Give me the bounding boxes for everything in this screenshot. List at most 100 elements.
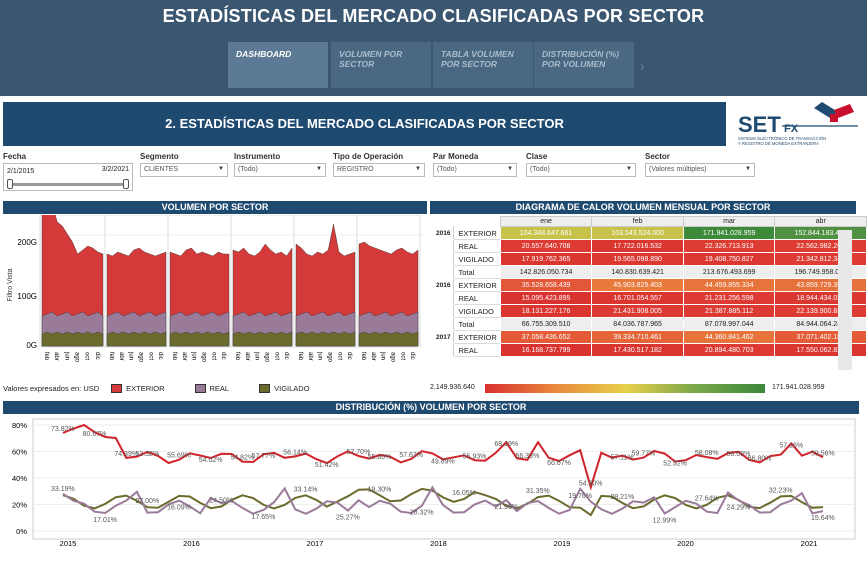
month-tick: feb — [234, 352, 240, 361]
tab-tabla-volumen[interactable]: TABLA VOLUMEN POR SECTOR — [433, 42, 533, 88]
month-tick: jun — [254, 351, 260, 360]
par-moneda-select[interactable]: (Todo) ▼ — [433, 163, 517, 177]
heatmap-cell[interactable]: 21.387.885.112 — [682, 304, 776, 318]
tab-distribucion[interactable]: DISTRIBUCIÓN (%) POR VOLUMEN — [534, 42, 634, 88]
instrumento-select[interactable]: (Todo) ▼ — [234, 163, 326, 177]
area-vigilado[interactable] — [106, 331, 167, 347]
tipo-value: REGISTRO — [337, 166, 374, 173]
chevron-right-icon[interactable]: › — [640, 58, 645, 74]
month-tick: abr — [181, 352, 187, 361]
heatmap-cell[interactable]: 43.859.729.391 — [774, 278, 867, 292]
heatmap-cell[interactable]: 22.139.900.831 — [774, 304, 867, 318]
heatmap-cell[interactable]: 19.565.098.890 — [591, 252, 684, 266]
heatmap-segment: EXTERIOR — [453, 226, 501, 240]
heatmap-cell[interactable]: 84.944.064.246 — [774, 317, 867, 331]
heatmap-cell[interactable]: 140.830.639.421 — [591, 265, 684, 279]
heatmap-segment: REAL — [453, 291, 501, 305]
heatmap-cell[interactable]: 17.919.762.365 — [499, 252, 593, 266]
tab-volumen-por-sector[interactable]: VOLUMEN POR SECTOR — [331, 42, 431, 88]
label-exterior: 68.19% — [494, 441, 518, 448]
heatmap-cell[interactable]: 20.894.480.703 — [682, 343, 776, 357]
heatmap-cell[interactable]: 44.459.855.334 — [682, 278, 776, 292]
heatmap-cell[interactable]: 196.749.958.022 — [774, 265, 867, 279]
heatmap-cell[interactable]: 152.844.183.407 — [774, 226, 867, 240]
heatmap-cell[interactable]: 22.562.982.267 — [774, 239, 867, 253]
legend-exterior[interactable]: EXTERIOR — [126, 384, 165, 393]
heatmap-cell[interactable]: 44.360.841.462 — [682, 330, 776, 344]
clase-value: (Todo) — [530, 166, 550, 173]
legend-vigilado[interactable]: VIGILADO — [274, 384, 310, 393]
label-exterior: 73.82% — [51, 426, 75, 433]
heatmap-scrollbar[interactable] — [838, 230, 852, 370]
heat-legend-gradient — [485, 384, 765, 393]
segmento-select[interactable]: CLIENTES ▼ — [140, 163, 228, 177]
month-tick: abr — [307, 352, 313, 361]
label-other: 24.50% — [209, 498, 233, 505]
label-other: 19.30% — [368, 486, 392, 493]
label-other: 12.99% — [653, 518, 677, 525]
date-slider-end-handle[interactable] — [123, 179, 129, 189]
line-exterior[interactable] — [62, 423, 824, 491]
heatmap-cell[interactable]: 17.722.016.532 — [591, 239, 684, 253]
tipo-operacion-select[interactable]: REGISTRO ▼ — [333, 163, 425, 177]
heatmap-cell[interactable]: 17.430.517.182 — [591, 343, 684, 357]
heatmap-cell[interactable]: 104.348.647.661 — [499, 226, 593, 240]
heatmap-cell[interactable]: 17.550.062.828 — [774, 343, 867, 357]
distribucion-chart: 80% 60% 40% 20% 0% 73.82% 80.67% 74.39%53.32% 5… — [12, 418, 856, 548]
heatmap-segment: VIGILADO — [453, 304, 501, 318]
date-slider-track[interactable] — [10, 183, 126, 186]
heatmap-year — [431, 343, 455, 357]
heatmap-cell[interactable]: 21.342.812.348 — [774, 252, 867, 266]
line-vigilado[interactable] — [62, 487, 824, 517]
heatmap-cell[interactable]: 18.944.434.024 — [774, 291, 867, 305]
label-other: 31.35% — [526, 488, 550, 495]
heatmap-cell[interactable]: 37.071.402.186 — [774, 330, 867, 344]
area-exterior[interactable] — [41, 215, 104, 347]
clase-select[interactable]: (Todo) ▼ — [526, 163, 636, 177]
heatmap-cell[interactable]: 37.058.436.652 — [499, 330, 593, 344]
label-exterior: 59.77% — [632, 451, 656, 458]
heatmap-cell[interactable]: 16.701.054.557 — [591, 291, 684, 305]
heatmap-cell[interactable]: 18.131.227.176 — [499, 304, 593, 318]
heatmap-cell[interactable]: 16.168.737.799 — [499, 343, 593, 357]
heatmap-cell[interactable]: 45.903.825.403 — [591, 278, 684, 292]
heatmap-cell[interactable]: 19.408.750.827 — [682, 252, 776, 266]
heatmap-cell[interactable]: 84.036.787.965 — [591, 317, 684, 331]
heat-legend-max: 171.941.028.959 — [772, 384, 825, 391]
heatmap-year: 2017 — [431, 330, 455, 344]
setfx-logo: SET FX SISTEMA ELECTRÓNICO DE TRANSACCIÓ… — [734, 100, 862, 148]
label-other: 33.14% — [294, 486, 318, 493]
label-other: 28.21% — [610, 494, 634, 501]
month-tick: jun — [317, 351, 323, 360]
label-exterior: 57.16% — [779, 443, 803, 450]
heatmap-cell[interactable]: 171.941.028.959 — [682, 226, 776, 240]
units-caption: Valores expresados en: USD — [3, 384, 100, 393]
area-vigilado[interactable] — [169, 331, 230, 347]
heatmap-cell[interactable]: 39.334.710.461 — [591, 330, 684, 344]
line-real[interactable] — [62, 485, 824, 515]
heatmap-cell[interactable]: 21.431.908.005 — [591, 304, 684, 318]
heatmap-cell[interactable]: 21.231.256.598 — [682, 291, 776, 305]
area-vigilado[interactable] — [41, 331, 104, 347]
heatmap-cell[interactable]: 87.078.997.044 — [682, 317, 776, 331]
heatmap-cell[interactable]: 103.543.524.000 — [591, 226, 684, 240]
heatmap-cell[interactable]: 142.826.050.734 — [499, 265, 593, 279]
heatmap-cell[interactable]: 66.755.309.510 — [499, 317, 593, 331]
tab-dashboard[interactable]: DASHBOARD — [228, 42, 328, 88]
heatmap-cell[interactable]: 35.528.658.439 — [499, 278, 593, 292]
heatmap-row: REAL 16.168.737.799 17.430.517.182 20.894.4… — [431, 343, 867, 357]
heat-legend-min: 2.149.936.640 — [430, 384, 475, 391]
ytick-200g: 200G — [17, 238, 37, 247]
sector-select[interactable]: (Valores múltiples) ▼ — [645, 163, 755, 177]
heatmap-cell[interactable]: 213.676.493.699 — [682, 265, 776, 279]
area-vigilado[interactable] — [232, 331, 293, 347]
area-vigilado[interactable] — [295, 331, 356, 347]
legend-real[interactable]: REAL — [209, 384, 230, 393]
heatmap-cell[interactable]: 22.326.713.913 — [682, 239, 776, 253]
heatmap-segment: VIGILADO — [453, 252, 501, 266]
heatmap-cell[interactable]: 15.095.423.895 — [499, 291, 593, 305]
svg-text:Y REGISTRO DE MONEDA EXTRANJER: Y REGISTRO DE MONEDA EXTRANJERA — [738, 141, 819, 146]
area-vigilado[interactable] — [358, 331, 419, 347]
heatmap-cell[interactable]: 20.557.640.708 — [499, 239, 593, 253]
date-slider-start-handle[interactable] — [7, 179, 13, 189]
